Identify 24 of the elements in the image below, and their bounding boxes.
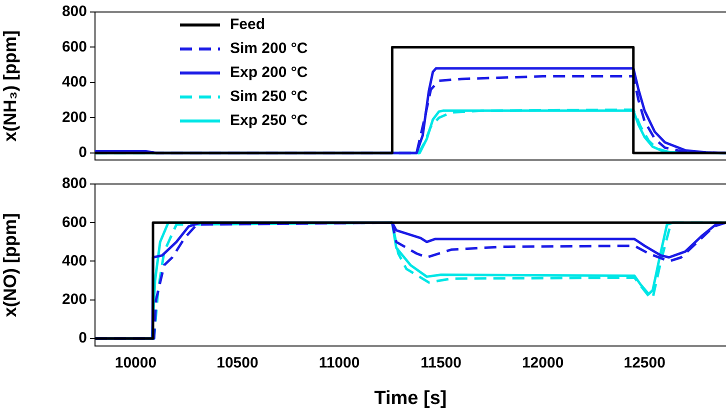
legend-label: Sim 250 °C	[230, 88, 308, 106]
y-tick-label: 800	[62, 175, 87, 192]
x-tick-label: 10500	[216, 354, 258, 372]
x-tick-label: 11500	[420, 354, 462, 372]
x-tick-label: 12000	[522, 354, 564, 372]
y-tick-label: 200	[62, 291, 87, 308]
x-tick-label: 11000	[318, 354, 360, 372]
y-tick-label: 800	[62, 3, 87, 20]
y-tick-label: 0	[78, 144, 87, 162]
y-tick-label: 400	[62, 252, 87, 270]
y-tick-label: 600	[62, 214, 87, 231]
y-tick-label: 0	[78, 330, 87, 347]
legend-label: Sim 200 °C	[230, 40, 308, 58]
x-axis-title: Time [s]	[374, 388, 447, 409]
y-tick-label: 600	[62, 38, 87, 56]
legend-label: Exp 250 °C	[230, 112, 308, 130]
y-axis-title: x(NH₃) [ppm]	[0, 30, 20, 142]
x-tick-label: 10000	[114, 354, 157, 372]
y-tick-label: 200	[62, 108, 87, 126]
legend-label: Feed	[230, 16, 266, 34]
y-axis-title: x(NO) [ppm]	[0, 213, 20, 318]
legend-label: Exp 200 °C	[230, 64, 308, 82]
y-tick-label: 400	[62, 74, 87, 91]
x-tick-label: 12500	[624, 354, 666, 372]
